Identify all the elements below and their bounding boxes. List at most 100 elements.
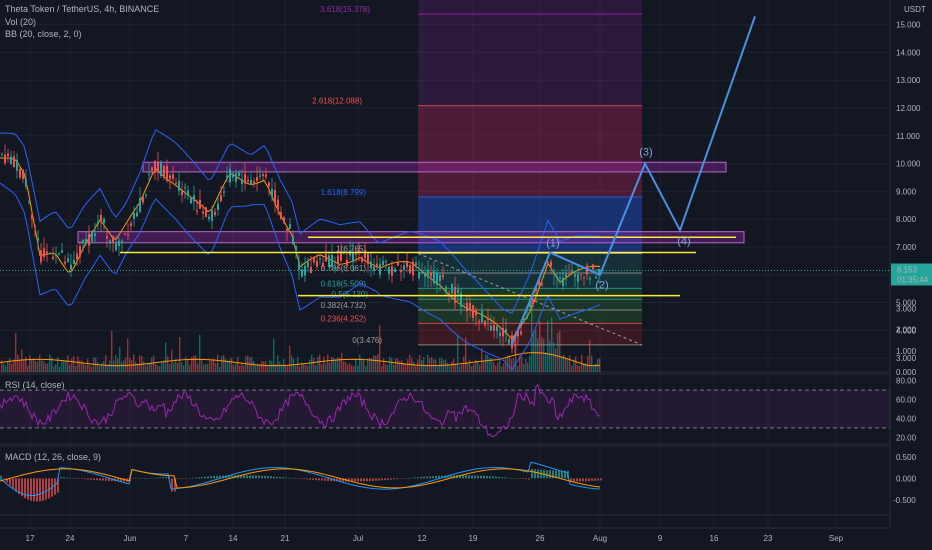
candle-body (418, 271, 420, 279)
volume-bar (481, 348, 483, 372)
volume-bar (109, 360, 111, 372)
macd-histogram-bar (33, 478, 35, 502)
candle-body (472, 305, 474, 318)
macd-histogram-bar (471, 475, 473, 479)
macd-histogram-bar (237, 475, 239, 479)
volume-bar (47, 363, 49, 372)
vol-legend[interactable]: Vol (20) (5, 17, 37, 27)
volume-bar (39, 354, 41, 372)
macd-histogram-bar (528, 478, 530, 480)
candle-body (517, 329, 519, 337)
candle-body (415, 262, 417, 266)
signal-line (0, 468, 601, 489)
currency-label: USDT (904, 5, 926, 14)
candle-body (559, 277, 561, 279)
time-axis[interactable]: 17 24 Jun 7 14 21 Jul 12 19 26 Aug 9 16 23 Sep (0, 527, 890, 543)
price-axis[interactable]: USDT 15.000 14.000 13.000 12.000 11.000 10.000… (889, 0, 932, 550)
macd-histogram-bar (24, 478, 26, 499)
volume-bar (225, 358, 227, 372)
macd-histogram-bar (99, 478, 101, 481)
candle-body (109, 240, 111, 244)
candle-body (361, 257, 363, 262)
volume-bar (503, 363, 505, 372)
candle-body (253, 181, 255, 184)
candle-body (136, 212, 138, 217)
volume-bar (75, 365, 77, 372)
candle-body (130, 223, 132, 226)
volume-bar (229, 359, 231, 372)
supply-zones[interactable] (77, 161, 745, 244)
macd-histogram-bar (534, 469, 536, 479)
macd-histogram-bar (150, 477, 152, 479)
fib-level-label: 0.382(4.732) (321, 301, 367, 310)
rsi-tick-label: 20.00 (896, 433, 917, 442)
volume-bar (11, 363, 13, 372)
macd-histogram-bar (420, 476, 422, 479)
volume-bar (91, 366, 93, 372)
volume-bar (319, 354, 321, 372)
volume-bar (101, 362, 103, 372)
macd-histogram-bar (438, 475, 440, 479)
volume-bar (531, 295, 533, 372)
macd-histogram-bar (57, 478, 59, 493)
macd-histogram-bar (378, 478, 380, 481)
trend-lines[interactable] (0, 236, 890, 297)
volume-bar (561, 356, 563, 372)
candle-body (160, 162, 162, 177)
candle-body (178, 180, 180, 191)
macd-histogram-bar (390, 478, 392, 480)
price-tick-label: 5.000 (896, 299, 917, 308)
candle-body (457, 289, 459, 294)
macd-legend[interactable]: MACD (12, 26, close, 9) (5, 452, 102, 462)
fib-level-label: 1.618(8.799) (321, 188, 367, 197)
volume-bar (563, 354, 565, 372)
macd-histogram-bar (15, 478, 17, 492)
candle-body (238, 171, 240, 176)
volume-bar (405, 364, 407, 372)
candle-body (52, 256, 54, 259)
volume-bar (587, 356, 589, 372)
volume-bar (473, 363, 475, 372)
macd-histogram-bar (411, 477, 413, 479)
macd-histogram-bar (552, 470, 554, 479)
bb-legend[interactable]: BB (20, close, 2, 0) (5, 29, 82, 39)
candle-body (493, 325, 495, 331)
candle-body (460, 293, 462, 307)
volume-bar (591, 355, 593, 372)
volume-bar (381, 365, 383, 372)
macd-histogram-bar (306, 478, 308, 480)
volume-bar (115, 355, 117, 372)
volume-bar (213, 358, 215, 372)
macd-histogram-bar (0, 475, 2, 479)
symbol-title[interactable]: Theta Token / TetherUS, 4h, BINANCE (5, 4, 160, 14)
fib-extension-zone[interactable]: 3.618(15.378) 2.618(12.088) 1.618(8.799) 1(… (312, 0, 643, 346)
volume-bar (387, 365, 389, 372)
volume-bar (159, 366, 161, 372)
macd-histogram-bar (153, 477, 155, 479)
macd-histogram-bar (507, 477, 509, 479)
volume-bar (521, 356, 523, 372)
candle-body (385, 261, 387, 263)
macd-histogram-bar (474, 475, 476, 479)
macd-histogram-bar (585, 478, 587, 482)
candle-body (202, 211, 204, 214)
rsi-tick-label: 60.00 (896, 396, 917, 405)
candle-body (250, 179, 252, 184)
candle-body (538, 279, 540, 285)
candle-body (445, 286, 447, 293)
rsi-legend[interactable]: RSI (14, close) (5, 380, 65, 390)
elliott-wave-projection[interactable]: (1) (2) (3) (4) (511, 16, 756, 345)
candle-body (7, 153, 9, 157)
volume-bar (509, 356, 511, 372)
macd-histogram-bar (555, 470, 557, 479)
candle-body (232, 173, 234, 178)
volume-bars (0, 295, 601, 372)
volume-bar (221, 355, 223, 372)
macd-histogram-bar (564, 470, 566, 479)
candle-body (55, 254, 57, 257)
volume-bar (339, 357, 341, 372)
macd-histogram-bar (417, 477, 419, 479)
candle-body (106, 235, 108, 239)
macd-histogram-bar (369, 478, 371, 482)
